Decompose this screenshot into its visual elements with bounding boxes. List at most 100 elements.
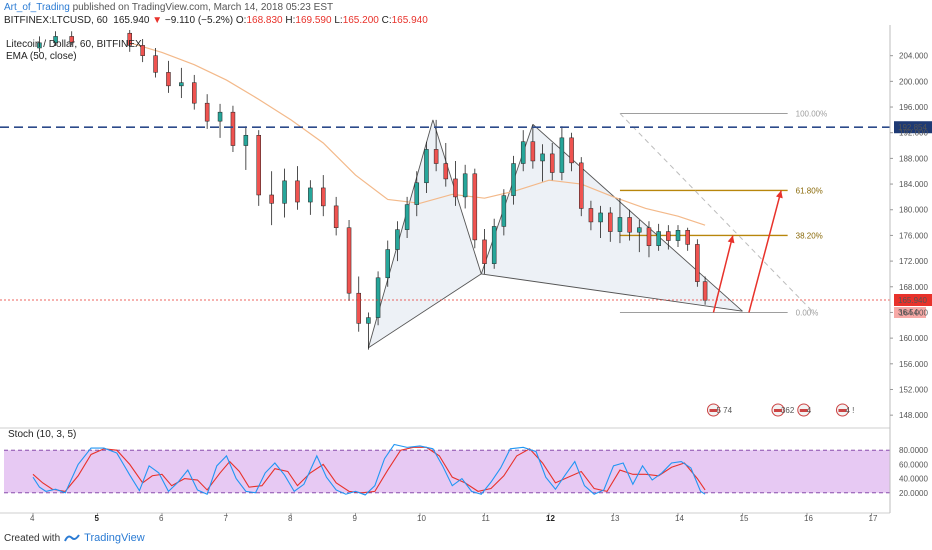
candle-body — [424, 149, 429, 184]
event-flag-stripe — [709, 409, 718, 412]
candle-body — [702, 281, 708, 301]
candle-body — [530, 141, 536, 162]
time-tick-label: 8 — [288, 514, 293, 523]
stoch-band-fill — [4, 450, 890, 493]
fibonacci-retracement: 100.00% 61.80% 38.20% 0.00% — [619, 109, 828, 317]
candle-body — [549, 153, 555, 173]
author-link[interactable]: Art_of_Trading — [4, 2, 70, 13]
candle-body — [333, 205, 339, 228]
candle-body — [695, 244, 700, 282]
stoch-k-line — [32, 443, 706, 496]
candle-body — [37, 42, 42, 49]
candle-body — [356, 292, 361, 324]
candle-body — [53, 36, 58, 44]
candle-body — [217, 111, 223, 122]
event-badge-label: 4 ! — [845, 406, 854, 415]
created-with-label: Created with — [4, 532, 61, 544]
time-tick-label: 14 — [675, 514, 684, 523]
candle-body — [482, 239, 487, 264]
time-tick-label: 9 — [353, 514, 358, 523]
ema-legend[interactable]: EMA (50, close) — [6, 51, 77, 62]
arrow-head — [727, 235, 735, 244]
time-tick-label: 15 — [740, 514, 749, 523]
down-arrow-icon: ▼ — [152, 15, 163, 26]
candle-body — [520, 141, 526, 164]
open-value: 168.830 — [246, 15, 283, 26]
price-tick-label: 152.000 — [899, 385, 928, 394]
candle-body — [269, 194, 274, 204]
candle-body — [462, 173, 468, 198]
candle-body — [491, 226, 497, 264]
event-badge-label: 362 — [781, 406, 795, 415]
time-tick-label: 7 — [224, 514, 229, 523]
ohlc-bar: BITFINEX:LTCUSD, 60 165.940 ▼ −9.110 (−5… — [4, 15, 428, 26]
candle-body — [675, 230, 681, 241]
price-tick-label: 168.000 — [899, 283, 928, 292]
candle-body — [127, 32, 132, 46]
candle-body — [385, 249, 390, 279]
high-value: 169.590 — [295, 15, 332, 26]
candle-body — [243, 135, 249, 146]
fib-level-label: 38.20% — [796, 231, 823, 240]
stoch-pane — [0, 427, 890, 514]
chart-canvas[interactable]: 100.00% 61.80% 38.20% 0.00% 192.854 165.940 3… — [0, 0, 932, 528]
candle-body — [346, 227, 352, 294]
high-label: H: — [285, 15, 296, 26]
low-label: L: — [334, 15, 343, 26]
last-price: 165.940 — [113, 15, 150, 26]
candle-body — [540, 153, 545, 162]
candle-body — [204, 102, 210, 122]
price-tick-label: 172.000 — [899, 257, 928, 266]
candle-body — [666, 231, 671, 241]
candle-body — [192, 82, 197, 104]
event-badge-label: 4 — [807, 406, 812, 415]
countdown-label: 36:54 — [898, 308, 919, 317]
candle-body — [282, 180, 287, 204]
candle-body — [140, 45, 145, 56]
candle-body — [569, 137, 574, 164]
fib-trend-line — [619, 113, 814, 313]
price-tick-label: 148.000 — [899, 411, 928, 420]
open-label: O: — [235, 15, 247, 26]
time-tick-label: 10 — [417, 514, 426, 523]
price-tick-label: 204.000 — [899, 52, 928, 61]
candle-body — [230, 111, 236, 146]
candle-body — [559, 137, 565, 173]
candle-body — [637, 227, 642, 233]
candle-body — [579, 162, 584, 209]
countdown-badge — [894, 306, 926, 318]
tradingview-brand[interactable]: TradingView — [84, 532, 145, 544]
time-tick-label: 5 — [95, 514, 100, 523]
tradingview-logo-icon — [64, 534, 80, 542]
price-tick-label: 184.000 — [899, 180, 928, 189]
stoch-d-line — [32, 446, 706, 494]
time-tick-label: 12 — [546, 514, 555, 523]
axes: 148.000 152.000 156.000 160.000 164.000 168.0… — [30, 25, 928, 523]
last-price-badge — [894, 293, 932, 306]
candle-body — [685, 230, 690, 245]
price-tick-label: 192.000 — [899, 129, 928, 138]
resistance-badge-label: 192.854 — [898, 123, 927, 132]
price-tick-label: 156.000 — [899, 360, 928, 369]
fib-level-label: 61.80% — [796, 186, 823, 195]
ema-line — [129, 42, 706, 226]
candle-body — [395, 229, 400, 250]
candle-body — [256, 135, 261, 196]
candle-body — [472, 173, 478, 241]
stoch-tick-label: 60.0000 — [899, 460, 928, 469]
publish-info: Art_of_Trading published on TradingView.… — [4, 2, 333, 13]
time-tick-label: 16 — [804, 514, 813, 523]
stoch-legend[interactable]: Stoch (10, 3, 5) — [8, 429, 77, 440]
chart-title: Litecoin / Dollar, 60, BITFINEX — [6, 39, 142, 50]
publish-text: published on TradingView.com, March 14, … — [72, 2, 334, 13]
candle-body — [433, 149, 439, 164]
candle-body — [366, 317, 371, 324]
event-badge-label: 5 74 — [716, 406, 732, 415]
time-tick-label: 13 — [611, 514, 620, 523]
last-price-badge-label: 165.940 — [898, 296, 927, 305]
pattern-leg — [481, 273, 743, 312]
fib-level-label: 100.00% — [796, 109, 828, 118]
candle-body — [511, 163, 516, 196]
time-tick-label: 17 — [869, 514, 878, 523]
price-tick-label: 200.000 — [899, 77, 928, 86]
